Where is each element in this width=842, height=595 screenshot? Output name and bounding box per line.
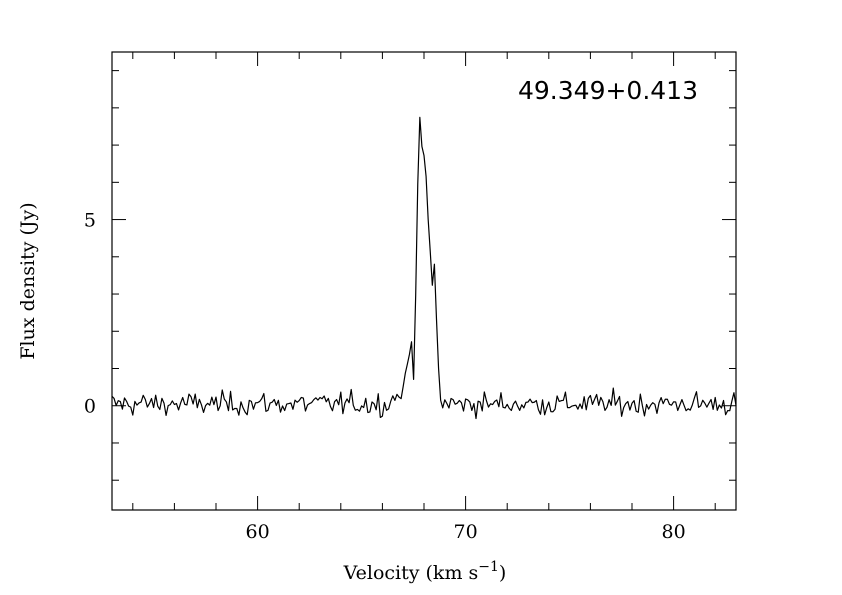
x-tick-label: 80 (662, 521, 686, 543)
x-axis-label-main: Velocity (km s (343, 562, 479, 584)
tick-labels-layer: 60 70 80 0 5 (84, 210, 686, 543)
y-tick-label: 0 (84, 396, 96, 418)
plot-frame (111, 51, 737, 511)
x-tick-label: 70 (454, 521, 478, 543)
x-axis-label: Velocity (km s−1) (343, 559, 507, 584)
ticks-layer (112, 52, 736, 510)
x-axis-label-close: ) (499, 562, 506, 584)
y-tick-label: 5 (84, 210, 96, 232)
y-axis-label: Flux density (Jy) (17, 202, 39, 359)
source-label: 49.349+0.413 (518, 76, 698, 105)
x-tick-label: 60 (246, 521, 270, 543)
x-axis-label-superscript: −1 (478, 559, 499, 575)
spectrum-line (111, 116, 737, 420)
